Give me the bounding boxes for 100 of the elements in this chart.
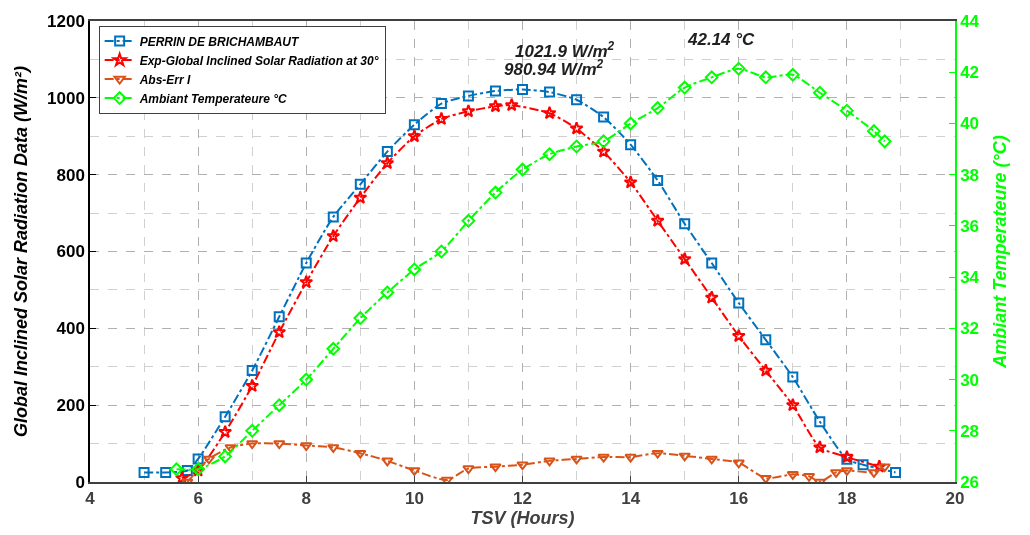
point (380, 285, 395, 300)
point (677, 80, 692, 95)
point (624, 453, 637, 463)
point (434, 111, 449, 126)
y2-tick-label: 28 (960, 421, 980, 441)
point (354, 178, 366, 190)
x-tick-label: 20 (945, 489, 965, 509)
point (434, 244, 449, 259)
y2-tick-label: 30 (960, 370, 980, 390)
point (872, 459, 887, 473)
point (839, 449, 854, 464)
point (542, 147, 557, 162)
y2-tick-label: 34 (960, 268, 980, 288)
point (489, 463, 502, 473)
point (878, 463, 891, 473)
point (218, 449, 233, 464)
x-tick-label: 6 (193, 489, 203, 509)
y2-tick-label: 44 (960, 11, 980, 31)
point (273, 311, 285, 323)
point (169, 462, 184, 477)
x-tick-label: 8 (301, 489, 311, 509)
point (623, 175, 638, 189)
point (462, 465, 475, 475)
y2-tick-label: 26 (960, 472, 980, 492)
point (787, 371, 799, 383)
point (488, 185, 503, 200)
point (877, 134, 892, 149)
point (488, 98, 503, 113)
point (841, 453, 853, 465)
point (596, 134, 611, 149)
point (435, 98, 447, 110)
point (596, 144, 611, 158)
y2-tick-label: 32 (960, 319, 980, 339)
point (218, 424, 233, 439)
point (814, 416, 826, 428)
point (160, 466, 172, 478)
y-axis-title: Global Inclined Solar Radiation Data (W/m²) (10, 65, 31, 438)
legend-label: PERRIN DE BRICHAMBAUT (139, 34, 300, 49)
point (381, 457, 394, 467)
point (245, 378, 260, 393)
point (840, 103, 854, 118)
point (246, 365, 258, 377)
x-tick-label: 10 (404, 489, 424, 509)
point (704, 290, 719, 304)
point (758, 70, 773, 85)
point (272, 398, 287, 413)
point (515, 162, 530, 177)
point (569, 139, 584, 154)
point (489, 85, 501, 97)
point (625, 139, 637, 151)
y-tick-label: 800 (56, 165, 85, 185)
point (542, 105, 557, 120)
point (731, 328, 746, 343)
point (516, 461, 529, 471)
point (733, 297, 745, 309)
point (517, 83, 528, 95)
x-tick-label: 12 (513, 489, 532, 509)
point (706, 257, 718, 269)
point (571, 94, 583, 106)
y-tick-label: 1000 (47, 88, 85, 108)
point (597, 453, 610, 463)
point (462, 90, 474, 102)
point (812, 440, 827, 454)
point (543, 457, 556, 467)
y2-tick-label: 36 (960, 216, 980, 236)
point (678, 452, 691, 462)
point (598, 111, 610, 123)
point (650, 101, 665, 115)
point (704, 70, 719, 85)
y2-tick-label: 40 (960, 114, 980, 134)
point (381, 146, 393, 158)
point (272, 324, 287, 339)
point (623, 116, 638, 131)
y-tick-label: 400 (56, 319, 85, 339)
point (651, 449, 664, 459)
point (192, 453, 204, 465)
y-tick-label: 1200 (47, 11, 85, 31)
point (245, 440, 259, 450)
y-tick-label: 0 (75, 472, 85, 492)
point (802, 472, 816, 482)
x-axis-title: TSV (Hours) (470, 508, 575, 529)
point (326, 228, 341, 243)
point (181, 464, 193, 476)
annotation: 42.14 °C (687, 30, 756, 49)
point (785, 67, 800, 82)
point (785, 397, 800, 412)
y2-tick-label: 38 (960, 165, 980, 185)
point (299, 274, 314, 289)
point (760, 334, 772, 346)
point (353, 311, 368, 325)
legend-label: Ambiant Temperateure °C (138, 91, 288, 106)
point (300, 257, 312, 269)
point (407, 128, 422, 143)
y2-axis-title: Ambiant Temperateure (°C) (990, 135, 1011, 369)
point (354, 449, 367, 459)
point (408, 119, 420, 131)
y2-tick-label: 42 (960, 63, 980, 83)
x-tick-label: 14 (621, 489, 641, 509)
point (544, 86, 556, 98)
point (677, 251, 692, 266)
